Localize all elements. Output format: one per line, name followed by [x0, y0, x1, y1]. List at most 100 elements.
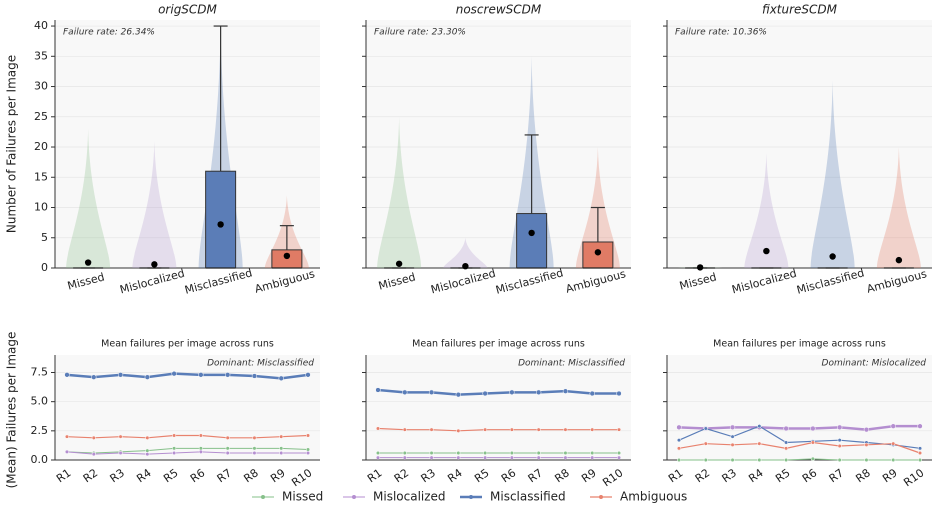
point: [198, 433, 203, 438]
y-tick-label: 10: [34, 201, 48, 214]
point: [784, 446, 789, 451]
annotation: Dominant: Misclassified: [518, 359, 625, 369]
point: [279, 434, 284, 439]
point: [730, 434, 735, 439]
mean-dot: [895, 256, 903, 264]
point: [837, 424, 843, 430]
point: [509, 455, 514, 460]
box: [516, 213, 548, 269]
point: [676, 446, 682, 451]
point: [145, 435, 150, 440]
x-tick-label: Missed: [678, 270, 718, 292]
plot-background: [366, 355, 631, 460]
point: [252, 446, 257, 451]
x-tick-label: R6: [800, 466, 819, 485]
y-tick-label: 7.5: [31, 366, 49, 379]
point: [917, 423, 923, 429]
x-tick-label: R1: [365, 466, 384, 485]
point: [402, 389, 408, 395]
x-tick-label: R10: [901, 466, 926, 489]
y-tick-label: 30: [34, 80, 48, 93]
annotation: Dominant: Misclassified: [207, 359, 314, 369]
point: [784, 440, 789, 445]
y-tick-label: 5.0: [31, 395, 49, 408]
point: [429, 450, 434, 456]
point: [784, 457, 789, 463]
violin: [810, 80, 855, 268]
point: [91, 374, 97, 380]
point: [729, 424, 736, 430]
point: [456, 455, 461, 460]
point: [676, 457, 682, 463]
point: [509, 427, 514, 432]
point: [536, 389, 542, 395]
panel-title: Mean failures per image across runs: [713, 339, 886, 350]
x-tick-label: R1: [54, 466, 73, 485]
violin: [377, 116, 422, 268]
x-tick-label: R4: [746, 466, 765, 485]
x-tick-label: R8: [552, 466, 571, 485]
point: [891, 441, 896, 446]
point: [118, 450, 123, 456]
point: [279, 446, 284, 451]
x-tick-label: R9: [268, 466, 287, 485]
series-line: [66, 434, 309, 439]
point: [483, 427, 488, 432]
violin: [132, 140, 177, 268]
point: [509, 389, 515, 395]
panel-title: Mean failures per image across runs: [412, 339, 585, 350]
legend-label: Missed: [282, 490, 323, 504]
point: [730, 457, 735, 463]
point: [783, 425, 789, 432]
point: [64, 449, 70, 454]
x-tick-label: R6: [188, 466, 207, 485]
violin: [443, 237, 488, 268]
x-tick-label: Mislocalized: [429, 267, 497, 297]
x-tick-label: Ambiguous: [253, 267, 316, 296]
x-tick-label: R3: [720, 466, 739, 485]
panel-title: origSCDM: [158, 3, 217, 17]
point: [198, 372, 204, 378]
point: [172, 446, 177, 451]
point: [563, 450, 568, 456]
plot-background: [55, 355, 320, 460]
y-tick-label: 25: [34, 110, 48, 123]
x-tick-label: R1: [666, 466, 685, 485]
point: [589, 390, 595, 397]
mean-dot: [395, 260, 403, 267]
legend-label: Ambiguous: [620, 490, 687, 504]
point: [305, 447, 311, 452]
point: [590, 427, 595, 432]
x-tick-label: Missed: [66, 270, 106, 292]
point: [703, 441, 708, 446]
y-tick-label: 40: [34, 19, 48, 32]
mean-dot: [217, 221, 224, 228]
point: [225, 372, 231, 378]
point: [730, 442, 735, 447]
x-tick-label: R5: [161, 466, 180, 485]
series-line: [66, 447, 309, 454]
point: [590, 450, 595, 456]
point: [144, 374, 150, 380]
point: [757, 441, 762, 446]
mean-dot: [763, 247, 770, 255]
point: [429, 427, 434, 432]
point: [252, 450, 257, 456]
x-tick-label: Misclassified: [494, 266, 564, 297]
legend-swatch: [261, 495, 265, 499]
point: [198, 449, 203, 454]
mean-dot: [151, 261, 158, 268]
point: [536, 427, 541, 432]
x-tick-label: R5: [472, 466, 491, 485]
box: [582, 241, 614, 269]
point: [563, 427, 568, 432]
point: [536, 455, 541, 460]
point: [837, 443, 842, 449]
annotation: Failure rate: 26.34%: [63, 28, 155, 38]
point: [917, 457, 923, 463]
point: [676, 438, 682, 443]
point: [483, 455, 488, 460]
point: [864, 442, 869, 447]
mean-dot: [696, 264, 704, 271]
point: [863, 427, 870, 433]
